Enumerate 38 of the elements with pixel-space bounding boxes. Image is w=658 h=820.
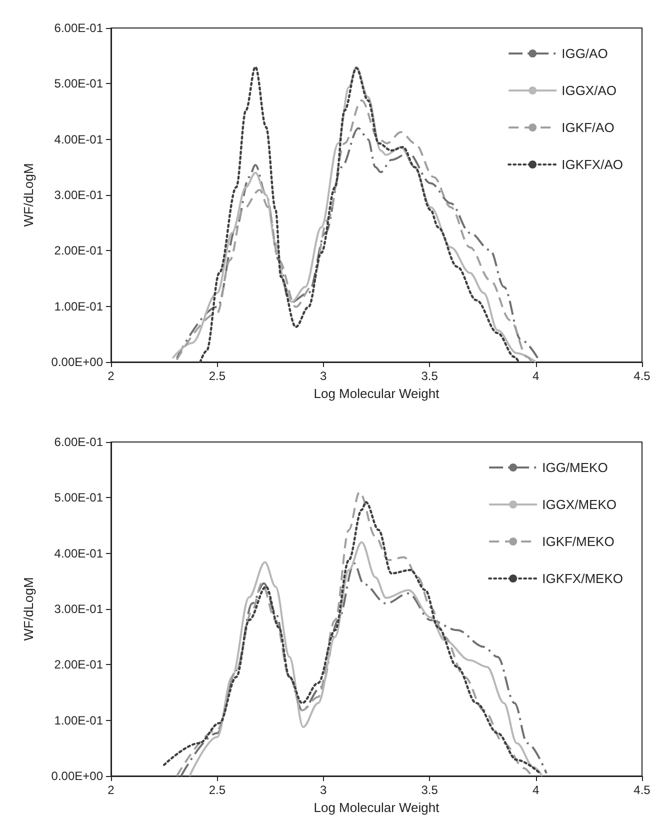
y-tick-label: 4.00E-01 xyxy=(54,546,104,560)
legend-label: IGGX/AO xyxy=(562,83,617,98)
y-tick-label: 4.00E-01 xyxy=(54,132,104,146)
x-tick-label: 2.5 xyxy=(208,369,226,383)
legend-label: IGKF/MEKO xyxy=(542,534,614,549)
y-tick-label: 1.00E-01 xyxy=(54,713,104,728)
x-tick-label: 3 xyxy=(320,783,328,797)
legend-label: IGKFX/MEKO xyxy=(542,571,624,586)
legend-label: IGKF/AO xyxy=(562,120,614,135)
x-tick-label: 2 xyxy=(108,783,115,797)
x-axis-title: Log Molecular Weight xyxy=(314,800,440,815)
y-tick-label: 6.00E-01 xyxy=(54,435,104,449)
y-tick-label: 6.00E-01 xyxy=(54,21,104,35)
y-tick-label: 0.00E+00 xyxy=(51,355,104,369)
y-axis-title: WF/dLogM xyxy=(21,577,36,641)
y-tick-label: 1.00E-01 xyxy=(54,299,104,314)
legend-label: IGG/AO xyxy=(562,46,608,61)
x-tick-label: 3.5 xyxy=(421,783,438,797)
x-tick-label: 4.5 xyxy=(634,783,651,797)
legend-label: IGGX/MEKO xyxy=(542,497,617,512)
x-tick-label: 3.5 xyxy=(421,369,438,383)
x-tick-label: 2 xyxy=(108,369,115,383)
legend-label: IGG/MEKO xyxy=(542,460,608,475)
x-tick-label: 3 xyxy=(320,369,328,383)
legend-label: IGKFX/AO xyxy=(562,157,624,172)
y-tick-label: 5.00E-01 xyxy=(54,490,104,505)
x-tick-label: 4 xyxy=(532,369,540,383)
x-tick-label: 4 xyxy=(532,783,540,797)
y-tick-label: 5.00E-01 xyxy=(54,76,104,91)
y-tick-label: 3.00E-01 xyxy=(54,602,104,616)
y-tick-label: 0.00E+00 xyxy=(51,769,104,783)
x-axis-title: Log Molecular Weight xyxy=(314,386,440,401)
y-axis-title: WF/dLogM xyxy=(21,163,36,227)
x-tick-label: 4.5 xyxy=(634,369,651,383)
y-tick-label: 2.00E-01 xyxy=(54,244,104,258)
x-tick-label: 2.5 xyxy=(208,783,226,797)
y-tick-label: 3.00E-01 xyxy=(54,188,104,202)
y-tick-label: 2.00E-01 xyxy=(54,658,104,672)
